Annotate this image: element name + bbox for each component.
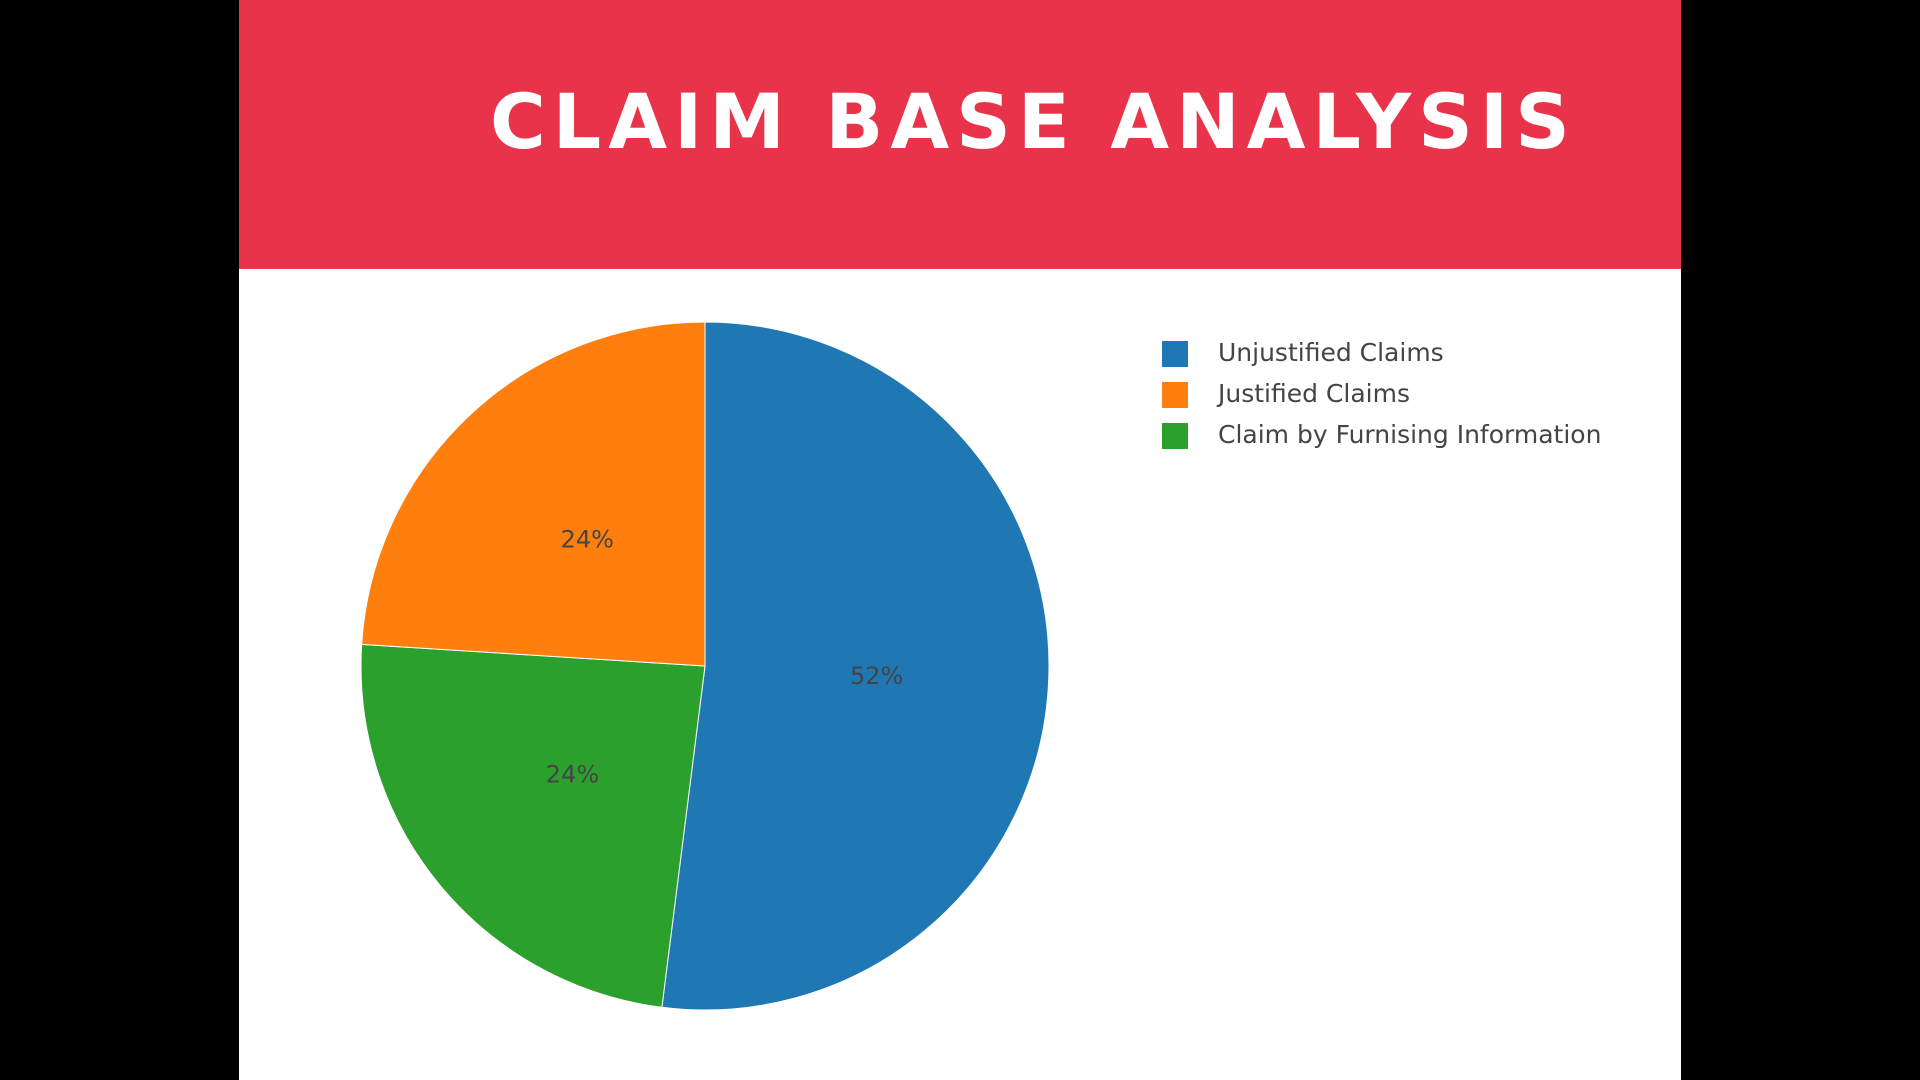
pie-slice-justified-claims: [361, 321, 706, 667]
legend-label: Claim by Furnising Information: [1218, 420, 1601, 449]
legend-swatch: [1162, 382, 1188, 408]
slice-label-unjustified-claims: 52%: [850, 662, 903, 690]
pie-slice-labels: 52% 24% 24%: [546, 526, 904, 789]
legend-label: Justified Claims: [1216, 379, 1410, 408]
legend-item-claim-by-furnising-information: Claim by Furnising Information: [1162, 420, 1601, 449]
pie-chart: 52% 24% 24% Unjustified Claims Justified Cl…: [360, 321, 1601, 1011]
slide: CLAIM BASE ANALYSIS 52% 24% 24% Unjustifie…: [239, 0, 1681, 1080]
slide-title: CLAIM BASE ANALYSIS: [490, 77, 1577, 166]
slice-label-justified-claims: 24%: [561, 526, 614, 554]
pie-slice-unjustified-claims: [661, 321, 1050, 1011]
title-banner: CLAIM BASE ANALYSIS: [239, 0, 1681, 269]
slice-label-claim-by-furnising-information: 24%: [546, 761, 599, 789]
legend-item-justified-claims: Justified Claims: [1162, 379, 1410, 408]
legend-swatch: [1162, 341, 1188, 367]
pie-slice-claim-by-furnising-information: [360, 643, 706, 1008]
chart-legend: Unjustified Claims Justified Claims Claim …: [1162, 338, 1601, 449]
pie-slices: [360, 321, 1050, 1011]
legend-label: Unjustified Claims: [1218, 338, 1444, 367]
legend-item-unjustified-claims: Unjustified Claims: [1162, 338, 1444, 367]
legend-swatch: [1162, 423, 1188, 449]
